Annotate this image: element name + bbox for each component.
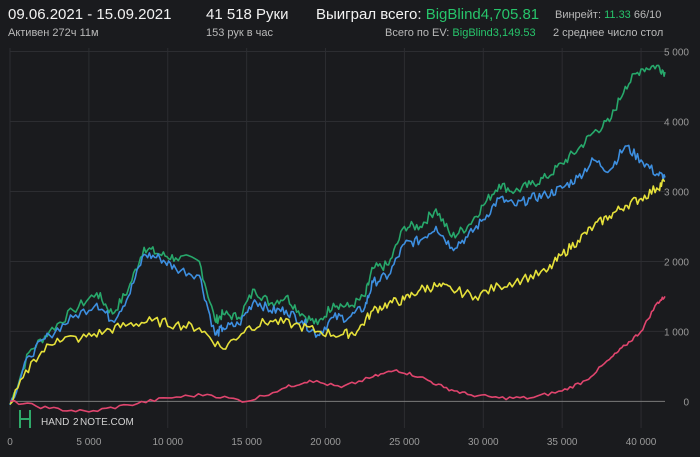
series-line	[9, 64, 666, 406]
winrate-label: Винрейт:	[555, 9, 602, 21]
y-tick-label: 5 000	[664, 48, 689, 58]
x-tick-label: 15 000	[231, 437, 262, 448]
winrate-suffix: 66/10	[633, 9, 662, 21]
watermark-text: 2	[73, 417, 79, 428]
active-time: Активен 272ч 11м	[8, 27, 99, 39]
avg-tables: 2 среднее число стол	[553, 27, 664, 39]
watermark-text: HAND	[41, 417, 69, 428]
ev-total: Всего по EV: BigBlind3,149.53	[385, 27, 536, 39]
x-tick-label: 40 000	[626, 437, 657, 448]
x-tick-label: 10 000	[152, 437, 183, 448]
hand2note-logo: HAND 2 NOTE.COM	[19, 410, 134, 428]
y-tick-label: 0	[683, 397, 689, 408]
series-line	[9, 144, 666, 406]
ev-value: BigBlind3,149.53	[452, 27, 536, 39]
won-label: Выиграл всего:	[316, 6, 422, 23]
stats-header: 09.06.2021 - 15.09.2021 Активен 272ч 11м…	[0, 0, 700, 48]
series-line	[9, 296, 666, 413]
x-tick-label: 25 000	[389, 437, 420, 448]
won-total: Выиграл всего: BigBlind4,705.81	[316, 6, 539, 23]
y-tick-label: 1 000	[664, 327, 689, 338]
date-range: 09.06.2021 - 15.09.2021	[8, 6, 172, 23]
y-tick-label: 2 000	[664, 257, 689, 268]
winrate-value: 11.33	[604, 9, 631, 21]
x-tick-label: 30 000	[468, 437, 499, 448]
x-tick-label: 0	[7, 437, 13, 448]
x-tick-label: 20 000	[310, 437, 341, 448]
hands-count: 41 518 Руки	[206, 6, 289, 23]
x-tick-label: 5 000	[76, 437, 101, 448]
logo-mark	[19, 410, 31, 428]
hands-per-hour: 153 рук в час	[206, 27, 274, 39]
series-line	[9, 178, 666, 405]
y-tick-label: 4 000	[664, 117, 689, 128]
won-value: BigBlind4,705.81	[425, 6, 540, 23]
y-tick-label: 3 000	[664, 187, 689, 198]
winrate: Винрейт: 11.33 66/10	[555, 9, 661, 21]
watermark-text: NOTE.COM	[80, 417, 134, 428]
x-tick-label: 35 000	[547, 437, 578, 448]
ev-label: Всего по EV:	[385, 27, 450, 39]
